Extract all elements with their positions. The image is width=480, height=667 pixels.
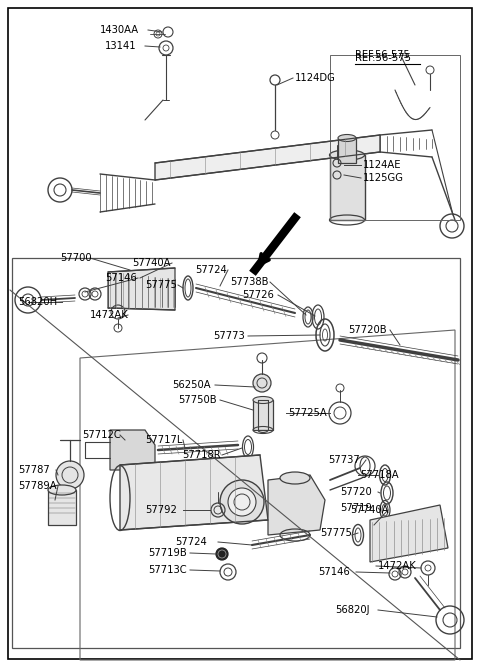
Polygon shape xyxy=(108,268,175,310)
Text: REF.56-575: REF.56-575 xyxy=(355,50,409,60)
Text: 57719: 57719 xyxy=(340,503,372,513)
Text: 13141: 13141 xyxy=(105,41,137,51)
Ellipse shape xyxy=(338,135,356,141)
Text: 1124DG: 1124DG xyxy=(295,73,336,83)
Bar xyxy=(330,55,460,220)
Text: 57718R: 57718R xyxy=(182,450,221,460)
Ellipse shape xyxy=(49,498,74,512)
Bar xyxy=(253,400,273,430)
Text: 57713C: 57713C xyxy=(148,565,187,575)
Circle shape xyxy=(220,480,264,524)
Text: 57725A: 57725A xyxy=(288,408,327,418)
Text: 1124AE: 1124AE xyxy=(363,160,401,170)
Polygon shape xyxy=(155,135,380,180)
Text: 57775: 57775 xyxy=(320,528,352,538)
Text: 1430AA: 1430AA xyxy=(100,25,139,35)
Text: 57146: 57146 xyxy=(318,567,350,577)
Ellipse shape xyxy=(48,485,76,495)
Circle shape xyxy=(253,374,271,392)
Text: 57740A: 57740A xyxy=(132,258,170,268)
Bar xyxy=(48,490,76,525)
Bar xyxy=(338,138,356,163)
Polygon shape xyxy=(370,505,448,562)
Ellipse shape xyxy=(253,396,273,404)
Text: 57740A: 57740A xyxy=(350,505,388,515)
Circle shape xyxy=(228,488,256,516)
Text: 57724: 57724 xyxy=(175,537,207,547)
Ellipse shape xyxy=(329,150,364,160)
Text: 57717L: 57717L xyxy=(145,435,182,445)
Text: 1472AK: 1472AK xyxy=(90,310,129,320)
Text: 57719B: 57719B xyxy=(148,548,187,558)
Text: 57737: 57737 xyxy=(328,455,360,465)
Text: 56820J: 56820J xyxy=(335,605,370,615)
Text: 57726: 57726 xyxy=(242,290,274,300)
Text: 57787: 57787 xyxy=(18,465,50,475)
Text: 1472AK: 1472AK xyxy=(378,561,417,571)
Text: 57738B: 57738B xyxy=(230,277,268,287)
Text: 56250A: 56250A xyxy=(172,380,211,390)
Polygon shape xyxy=(110,430,155,470)
Polygon shape xyxy=(268,475,325,535)
Bar xyxy=(12,258,460,648)
Bar xyxy=(330,155,365,220)
Text: 56820H: 56820H xyxy=(18,297,57,307)
Text: 57724: 57724 xyxy=(195,265,227,275)
Ellipse shape xyxy=(280,472,310,484)
Text: 57792: 57792 xyxy=(145,505,177,515)
Text: 57775: 57775 xyxy=(145,280,177,290)
Text: 57773: 57773 xyxy=(213,331,245,341)
Text: 57146: 57146 xyxy=(105,273,137,283)
Circle shape xyxy=(56,461,84,489)
Text: REF.56-575: REF.56-575 xyxy=(355,53,411,63)
Text: 57789A: 57789A xyxy=(18,481,57,491)
Text: 57720B: 57720B xyxy=(348,325,386,335)
Polygon shape xyxy=(120,455,268,530)
Text: 57712C: 57712C xyxy=(82,430,121,440)
Text: 57750B: 57750B xyxy=(178,395,216,405)
Circle shape xyxy=(216,548,228,560)
Text: 1125GG: 1125GG xyxy=(363,173,404,183)
Text: 57718A: 57718A xyxy=(360,470,398,480)
Text: 57700: 57700 xyxy=(60,253,92,263)
Text: 57720: 57720 xyxy=(340,487,372,497)
